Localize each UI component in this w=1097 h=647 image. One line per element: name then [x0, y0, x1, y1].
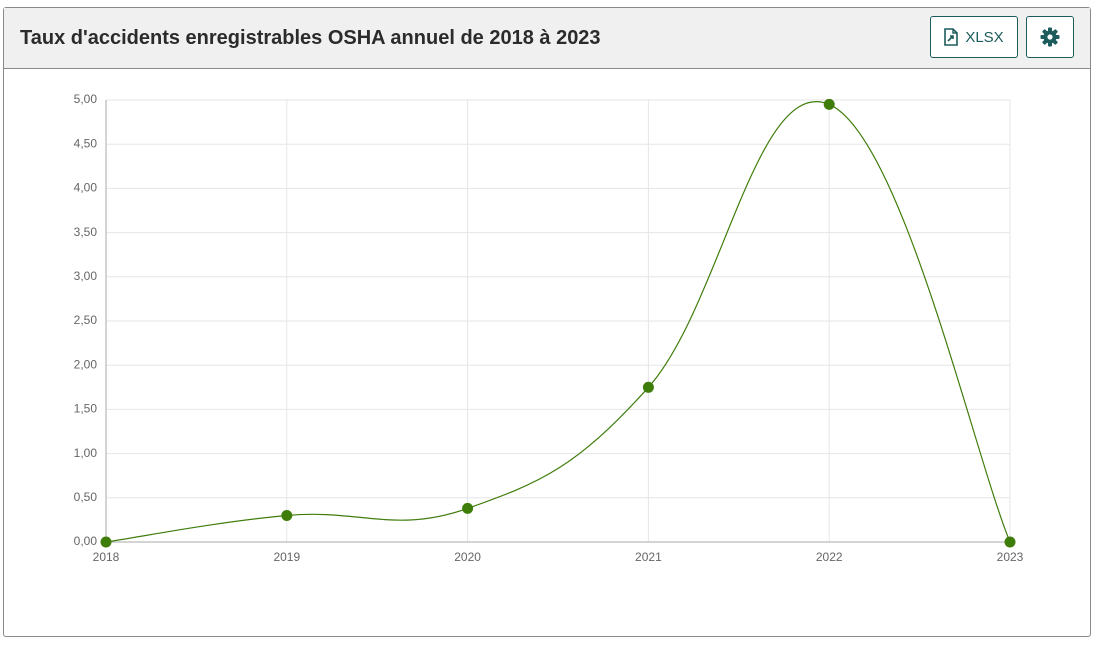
x-tick-label: 2019 [273, 550, 300, 564]
y-tick-label: 1,50 [74, 402, 98, 416]
y-tick-label: 5,00 [74, 92, 98, 106]
y-tick-label: 0,00 [74, 534, 98, 548]
export-label: XLSX [965, 28, 1004, 46]
series-line [105, 101, 1011, 543]
panel-header: Taux d'accidents enregistrables OSHA ann… [4, 8, 1090, 69]
y-tick-label: 3,00 [74, 269, 98, 283]
panel-title: Taux d'accidents enregistrables OSHA ann… [20, 27, 601, 49]
x-tick-label: 2018 [93, 550, 120, 564]
panel: Taux d'accidents enregistrables OSHA ann… [3, 7, 1091, 637]
x-tick-label: 2021 [635, 550, 662, 564]
data-point [642, 381, 654, 393]
data-point [281, 509, 293, 521]
y-tick-label: 4,50 [74, 136, 98, 150]
y-tick-label: 1,00 [74, 446, 98, 460]
x-tick-label: 2022 [816, 550, 843, 564]
y-tick-label: 2,00 [74, 357, 98, 371]
y-tick-label: 2,50 [74, 313, 98, 327]
export-button[interactable]: XLSX [930, 16, 1018, 58]
y-tick-label: 0,50 [74, 490, 98, 504]
data-point [1004, 536, 1016, 548]
x-tick-label: 2020 [454, 550, 481, 564]
settings-button[interactable] [1026, 16, 1074, 58]
data-point [462, 502, 474, 514]
y-tick-label: 3,50 [74, 225, 98, 239]
x-tick-label: 2023 [997, 550, 1024, 564]
data-point [100, 536, 112, 548]
gear-icon [1040, 27, 1060, 47]
data-point [823, 98, 835, 110]
y-tick-label: 4,00 [74, 181, 98, 195]
file-icon [944, 28, 959, 46]
